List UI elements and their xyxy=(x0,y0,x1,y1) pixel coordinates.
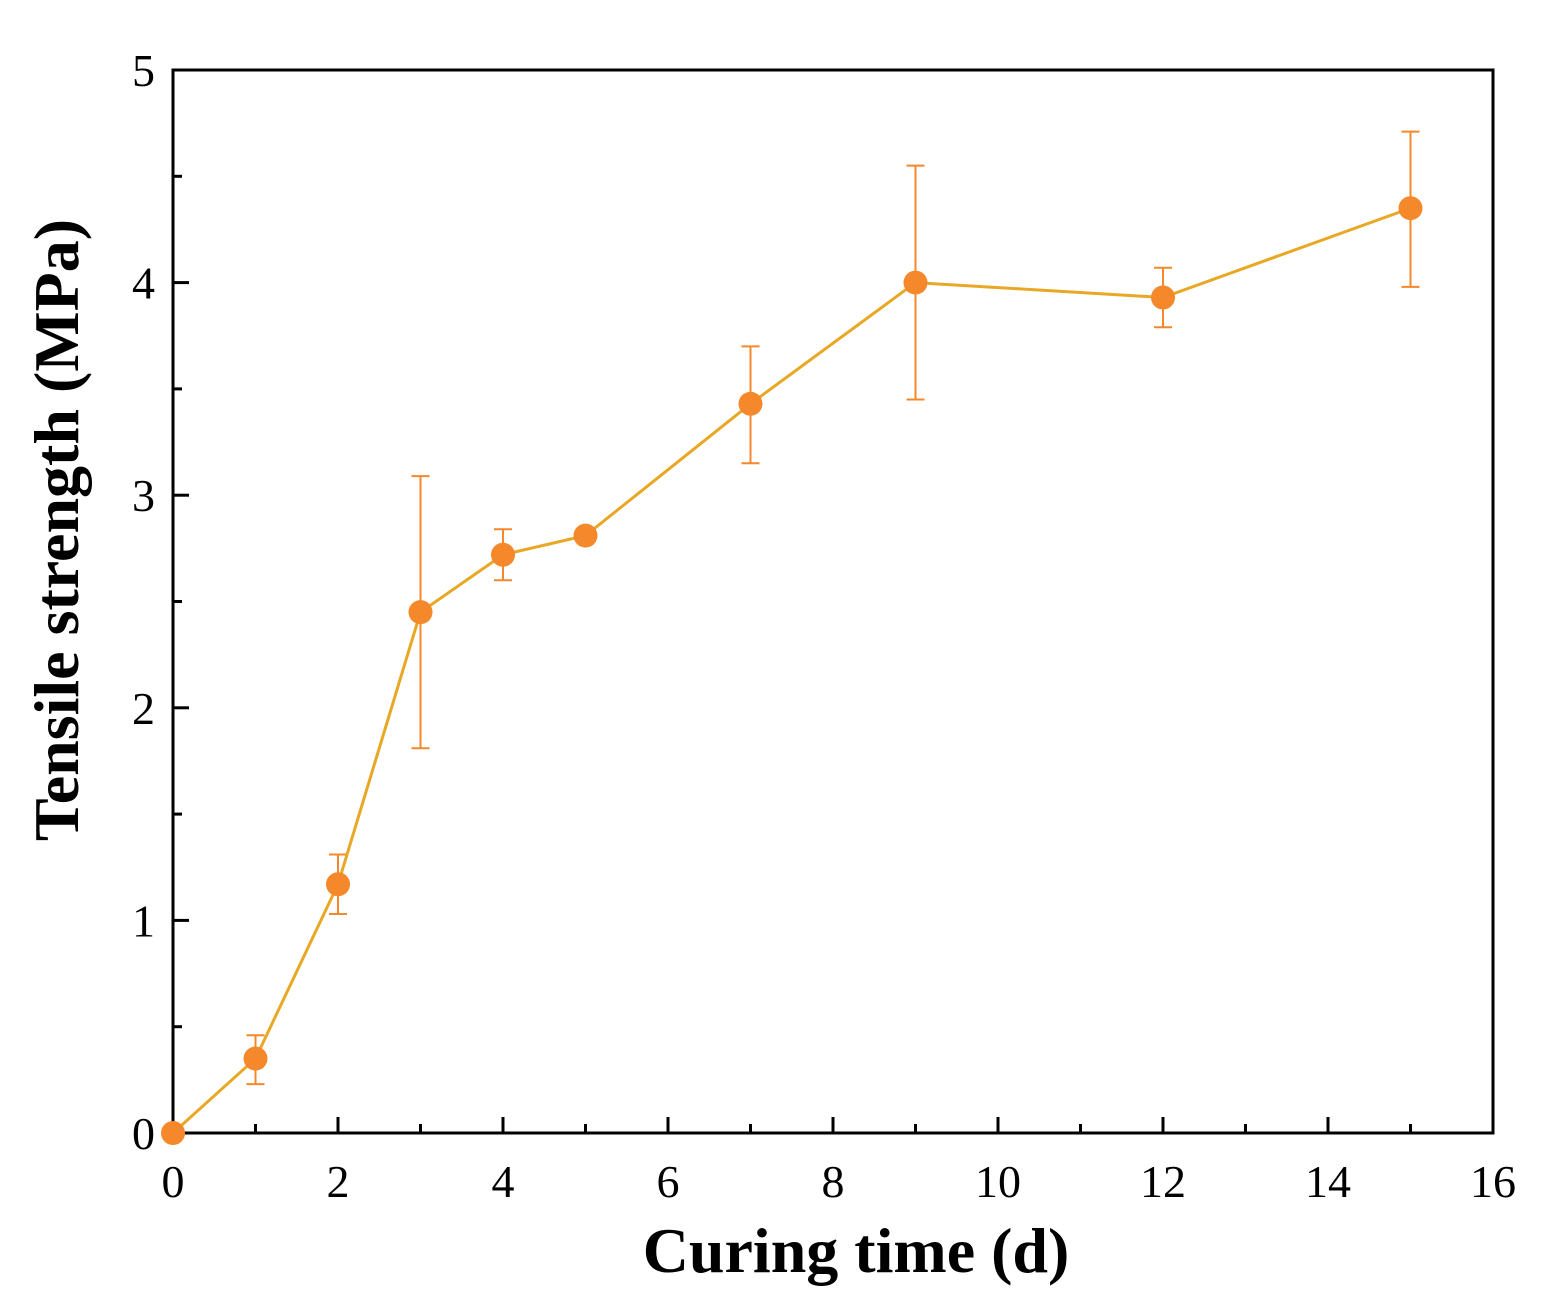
y-tick-label: 4 xyxy=(132,258,155,309)
plot-frame xyxy=(171,68,1495,1135)
data-point xyxy=(491,542,515,567)
data-point xyxy=(573,523,598,548)
data-markers xyxy=(161,196,1423,1145)
data-point xyxy=(161,1121,185,1145)
data-point xyxy=(326,872,350,897)
data-point xyxy=(738,391,763,416)
y-tick-label: 1 xyxy=(132,895,155,946)
series-line xyxy=(171,206,1412,1135)
x-tick-label: 2 xyxy=(327,1156,350,1207)
x-tick-label: 12 xyxy=(1140,1156,1186,1207)
data-point xyxy=(408,600,433,625)
y-axis-ticks: 0 1 2 3 4 5 xyxy=(132,45,189,1159)
data-point xyxy=(903,270,928,295)
x-tick-label: 14 xyxy=(1305,1156,1351,1207)
y-tick-label: 5 xyxy=(132,45,155,96)
x-tick-label: 10 xyxy=(975,1156,1021,1207)
y-tick-label: 2 xyxy=(132,683,155,734)
data-point xyxy=(243,1046,268,1071)
x-tick-label: 8 xyxy=(822,1156,845,1207)
y-tick-label: 0 xyxy=(132,1108,155,1159)
x-tick-label: 0 xyxy=(162,1156,185,1207)
y-tick-label: 3 xyxy=(132,470,155,521)
x-tick-label: 16 xyxy=(1470,1156,1516,1207)
x-axis-ticks: 0 2 4 6 8 10 12 14 16 xyxy=(162,1117,1516,1207)
data-point xyxy=(1398,196,1423,221)
x-tick-label: 6 xyxy=(657,1156,680,1207)
y-axis-title: Tensile strength (MPa) xyxy=(21,219,92,841)
x-axis-title: Curing time (d) xyxy=(643,1215,1070,1286)
data-point xyxy=(1151,285,1175,310)
x-tick-label: 4 xyxy=(492,1156,515,1207)
